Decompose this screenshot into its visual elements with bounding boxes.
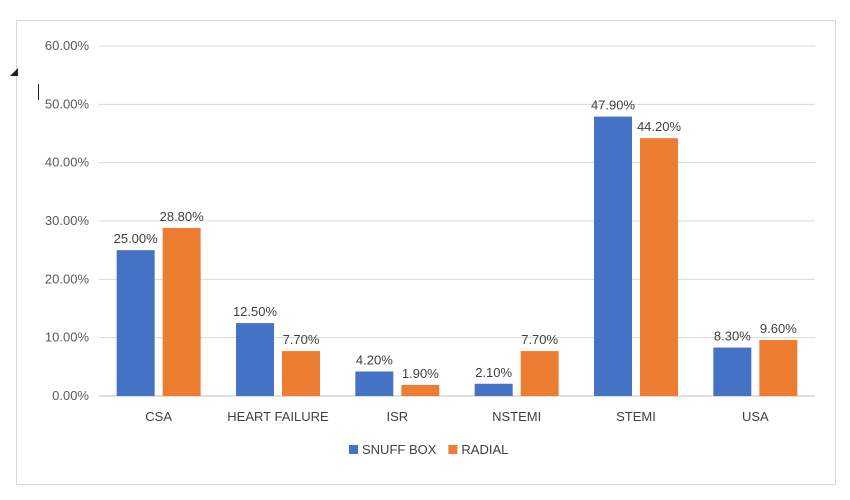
y-tick-label: 50.00% <box>45 96 90 111</box>
x-tick-label: USA <box>742 409 769 424</box>
bar-snuff-box <box>474 383 513 396</box>
x-tick-label: NSTEMI <box>492 409 541 424</box>
gridlines <box>99 45 815 397</box>
legend: SNUFF BOX RADIAL <box>349 442 508 457</box>
data-labels: 25.00%28.80% 12.50% 7.70% 4.20% 1.90% 2.10% 7.… <box>114 98 798 381</box>
legend-swatch <box>349 445 358 454</box>
y-axis-ticks: 0.00% 10.00% 20.00% 30.00% 40.00% 50.00% 60.00… <box>45 38 90 403</box>
data-label: 8.30% <box>714 329 751 344</box>
data-label: 4.20% <box>356 353 393 368</box>
data-label: 47.90% <box>591 98 636 113</box>
bar-chart: 0.00% 10.00% 20.00% 30.00% 40.00% 50.00% 60.00… <box>45 38 815 457</box>
bar-radial <box>640 138 678 396</box>
legend-swatch <box>448 445 458 454</box>
y-tick-label: 0.00% <box>52 388 89 403</box>
resize-handle-icon[interactable] <box>8 66 20 78</box>
y-tick-label: 20.00% <box>45 271 90 286</box>
text-cursor-icon <box>38 84 39 100</box>
x-axis-categories: CSA HEART FAILURE ISR NSTEMI STEMI USA <box>145 409 769 424</box>
bar-radial <box>401 384 440 396</box>
data-label: 2.10% <box>475 365 512 380</box>
data-label: 12.50% <box>233 304 278 319</box>
y-tick-label: 60.00% <box>45 38 90 53</box>
chart-frame: 0.00% 10.00% 20.00% 30.00% 40.00% 50.00% 60.00… <box>16 20 836 485</box>
legend-label: SNUFF BOX <box>362 442 437 457</box>
data-label: 44.20% <box>637 119 682 134</box>
legend-label: RADIAL <box>461 442 508 457</box>
data-label: 7.70% <box>283 332 320 347</box>
x-tick-label: STEMI <box>616 409 656 424</box>
bar-snuff-box <box>236 323 274 396</box>
bars <box>116 116 798 396</box>
bar-snuff-box <box>355 371 394 396</box>
bar-radial <box>162 228 201 396</box>
x-tick-label: ISR <box>386 409 408 424</box>
bar-radial <box>520 351 559 396</box>
x-tick-label: HEART FAILURE <box>227 409 329 424</box>
data-label: 25.00% <box>114 231 159 246</box>
y-tick-label: 30.00% <box>45 213 90 228</box>
data-label: 28.80% <box>160 209 205 224</box>
y-tick-label: 40.00% <box>45 155 90 170</box>
x-tick-label: CSA <box>145 409 172 424</box>
bar-snuff-box <box>594 116 632 396</box>
y-tick-label: 10.00% <box>45 330 90 345</box>
bar-radial <box>759 340 798 396</box>
data-label: 1.90% <box>402 366 439 381</box>
bar-snuff-box <box>116 250 155 396</box>
bar-snuff-box <box>713 347 752 396</box>
data-label: 7.70% <box>521 332 558 347</box>
data-label: 9.60% <box>760 321 797 336</box>
bar-radial <box>282 351 320 396</box>
